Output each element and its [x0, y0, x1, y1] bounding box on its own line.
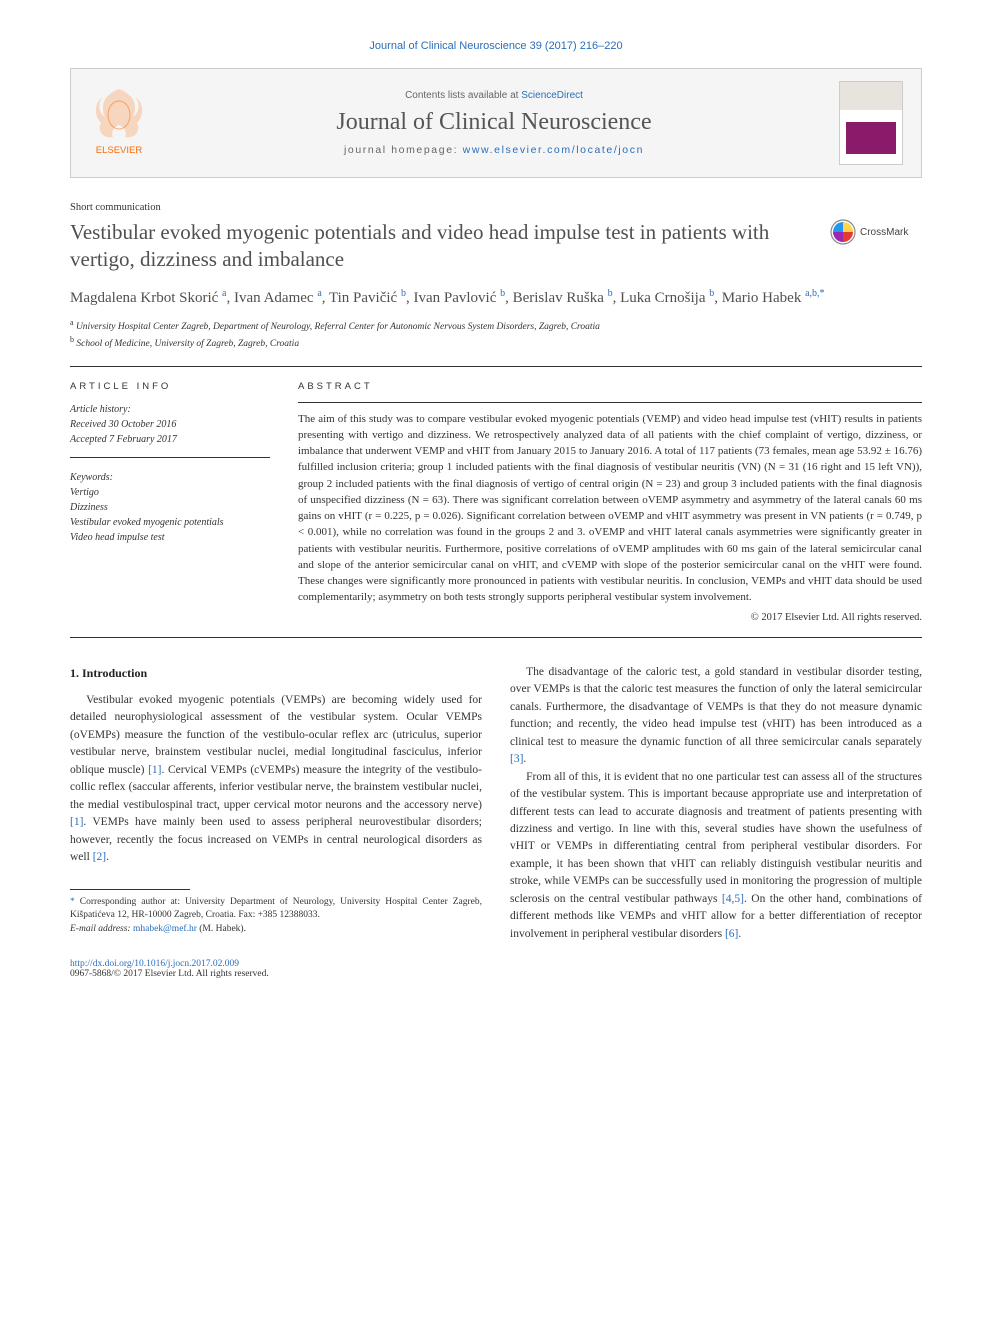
history-block: Article history: Received 30 October 201…: [70, 402, 270, 458]
aff-link[interactable]: b: [709, 288, 714, 299]
abstract-head: ABSTRACT: [298, 381, 922, 392]
journal-name: Journal of Clinical Neuroscience: [167, 109, 821, 136]
aff-link[interactable]: a,b,: [805, 288, 819, 299]
author: Berislav Ruška: [513, 290, 604, 306]
keyword: Video head impulse test: [70, 530, 270, 545]
aff-link[interactable]: a: [222, 288, 226, 299]
info-abstract-row: ARTICLE INFO Article history: Received 3…: [70, 381, 922, 623]
keyword: Vestibular evoked myogenic potentials: [70, 515, 270, 530]
rule-bottom: [70, 637, 922, 638]
homepage-prefix: journal homepage:: [344, 144, 463, 156]
body-col-left: 1. Introduction Vestibular evoked myogen…: [70, 664, 482, 944]
journal-cover-thumb: [839, 81, 903, 165]
aff-link[interactable]: a: [317, 288, 321, 299]
body-para: The disadvantage of the caloric test, a …: [510, 664, 922, 769]
body-para: Vestibular evoked myogenic potentials (V…: [70, 692, 482, 867]
corr-email-name: (M. Habek).: [199, 924, 246, 934]
ref-link[interactable]: [6]: [725, 928, 738, 940]
author: Tin Pavičić: [329, 290, 397, 306]
history-label: Article history:: [70, 402, 270, 417]
body-columns: 1. Introduction Vestibular evoked myogen…: [70, 664, 922, 944]
corr-text: Corresponding author at: University Depa…: [70, 897, 482, 921]
body-col-right: The disadvantage of the caloric test, a …: [510, 664, 922, 944]
authors: Magdalena Krbot Skorić a, Ivan Adamec a,…: [70, 287, 922, 309]
ref-link[interactable]: [3]: [510, 753, 523, 765]
author: Ivan Adamec: [234, 290, 314, 306]
aff-link[interactable]: b: [500, 288, 505, 299]
corresponding-footnote: * Corresponding author at: University De…: [70, 896, 482, 937]
keywords-label: Keywords:: [70, 470, 270, 485]
crossmark-icon: [830, 219, 856, 245]
homepage-link[interactable]: www.elsevier.com/locate/jocn: [463, 144, 644, 156]
sciencedirect-link[interactable]: ScienceDirect: [521, 90, 583, 101]
abstract-copyright: © 2017 Elsevier Ltd. All rights reserved…: [298, 612, 922, 623]
page-footer: http://dx.doi.org/10.1016/j.jocn.2017.02…: [70, 959, 922, 979]
body-para: From all of this, it is evident that no …: [510, 769, 922, 944]
footnote-separator: [70, 889, 190, 890]
article-type: Short communication: [70, 202, 922, 213]
history-line: Accepted 7 February 2017: [70, 432, 270, 447]
keyword: Dizziness: [70, 500, 270, 515]
abstract-text: The aim of this study was to compare ves…: [298, 411, 922, 606]
article-info-head: ARTICLE INFO: [70, 381, 270, 392]
ref-link[interactable]: [2]: [93, 851, 106, 863]
keyword: Vertigo: [70, 485, 270, 500]
affiliation: a University Hospital Center Zagreb, Dep…: [70, 317, 922, 334]
abstract-col: ABSTRACT The aim of this study was to co…: [298, 381, 922, 623]
ref-link[interactable]: [1]: [148, 764, 161, 776]
author: Magdalena Krbot Skorić: [70, 290, 218, 306]
ref-link[interactable]: [1]: [70, 816, 83, 828]
journal-header: ELSEVIER Contents lists available at Sci…: [70, 68, 922, 178]
article-info-col: ARTICLE INFO Article history: Received 3…: [70, 381, 270, 623]
abstract-rule-top: [298, 402, 922, 403]
journal-homepage: journal homepage: www.elsevier.com/locat…: [167, 144, 821, 156]
aff-link[interactable]: b: [608, 288, 613, 299]
section-heading: 1. Introduction: [70, 664, 482, 682]
ref-link[interactable]: [4,5]: [722, 893, 744, 905]
corr-star: *: [70, 897, 75, 907]
corr-link[interactable]: *: [820, 288, 825, 299]
author: Mario Habek: [722, 290, 802, 306]
elsevier-logo: ELSEVIER: [89, 89, 149, 157]
journal-header-center: Contents lists available at ScienceDirec…: [167, 90, 821, 156]
svg-text:ELSEVIER: ELSEVIER: [96, 145, 143, 156]
crossmark-badge[interactable]: CrossMark: [830, 219, 922, 245]
doi-link[interactable]: http://dx.doi.org/10.1016/j.jocn.2017.02…: [70, 959, 239, 969]
email-label: E-mail address:: [70, 924, 131, 934]
keywords-block: Keywords: Vertigo Dizziness Vestibular e…: [70, 470, 270, 545]
article-title: Vestibular evoked myogenic potentials an…: [70, 219, 818, 273]
rule-top: [70, 366, 922, 367]
crossmark-label: CrossMark: [860, 227, 908, 238]
affiliation: b School of Medicine, University of Zagr…: [70, 334, 922, 351]
issn-copy: 0967-5868/© 2017 Elsevier Ltd. All right…: [70, 969, 269, 979]
contents-prefix: Contents lists available at: [405, 90, 521, 101]
top-citation: Journal of Clinical Neuroscience 39 (201…: [70, 40, 922, 52]
contents-available: Contents lists available at ScienceDirec…: [167, 90, 821, 101]
history-line: Received 30 October 2016: [70, 417, 270, 432]
citation-link[interactable]: Journal of Clinical Neuroscience 39 (201…: [369, 40, 622, 52]
corr-email-link[interactable]: mhabek@mef.hr: [133, 924, 197, 934]
title-row: Vestibular evoked myogenic potentials an…: [70, 219, 922, 273]
author: Luka Crnošija: [620, 290, 705, 306]
aff-link[interactable]: b: [401, 288, 406, 299]
author: Ivan Pavlović: [413, 290, 496, 306]
affiliations: a University Hospital Center Zagreb, Dep…: [70, 317, 922, 352]
